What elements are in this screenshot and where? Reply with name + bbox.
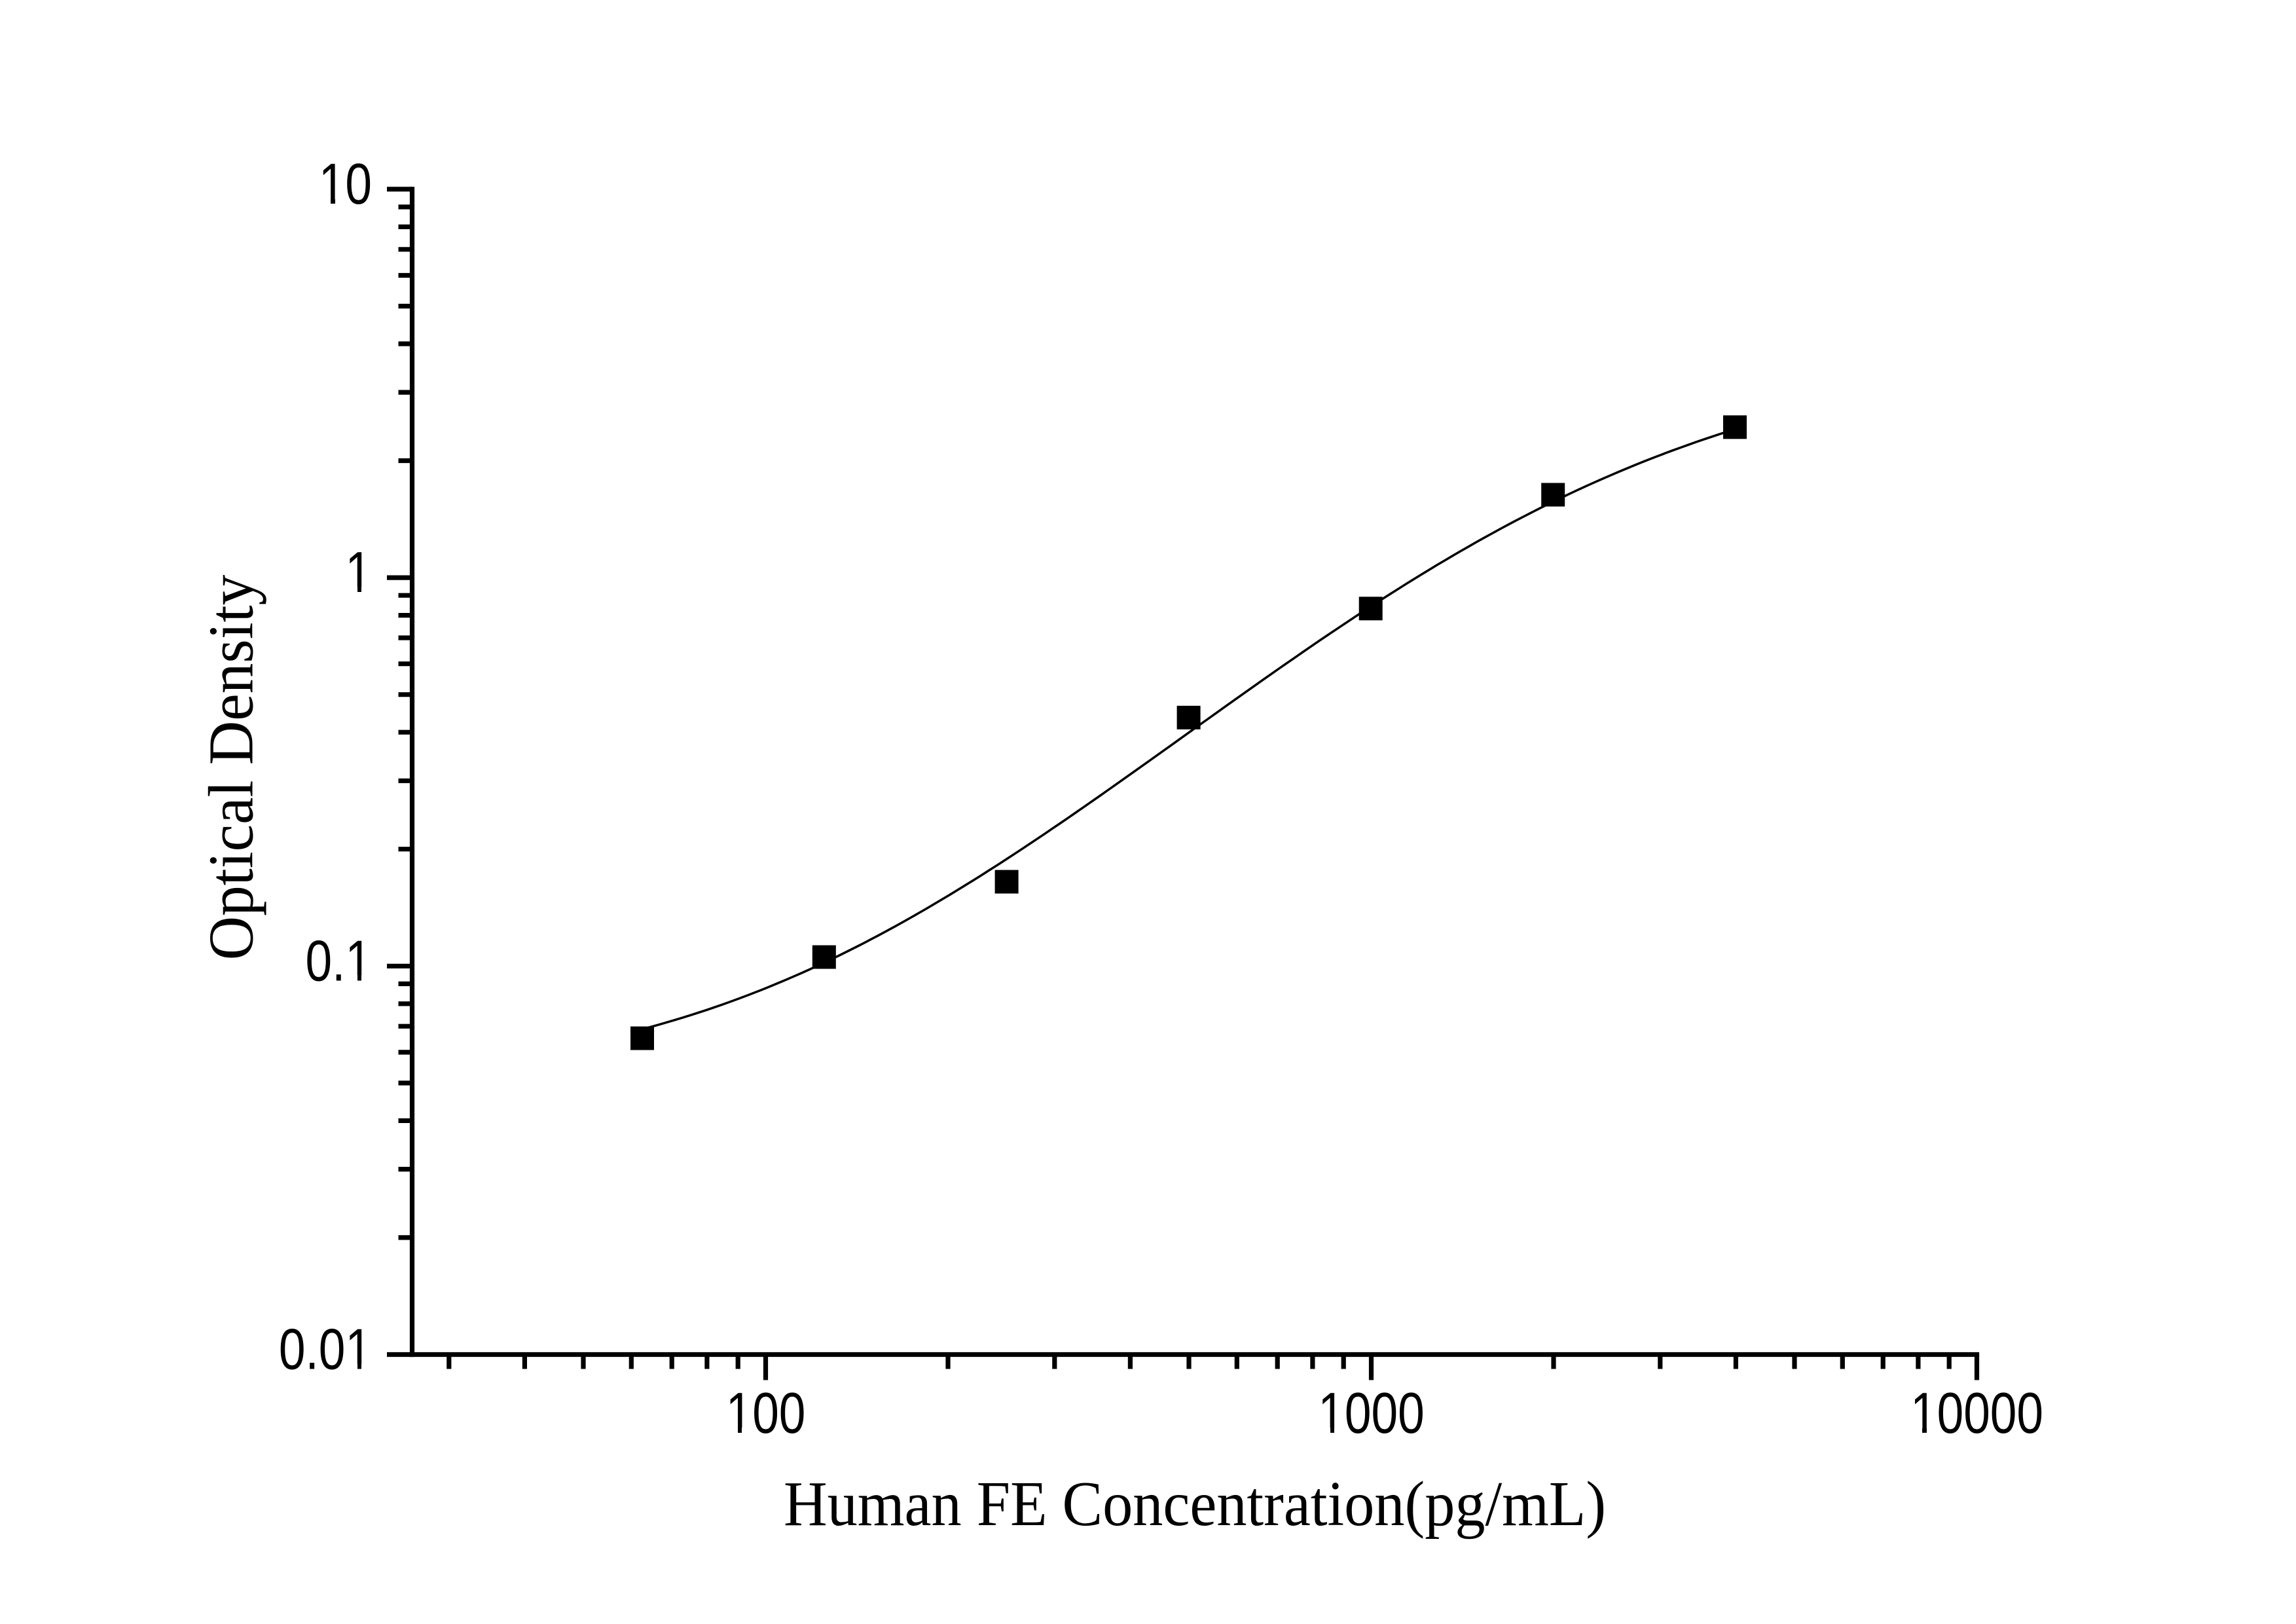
svg-text:0.01: 0.01 bbox=[279, 1318, 372, 1382]
svg-text:0.1: 0.1 bbox=[305, 929, 372, 993]
svg-text:10000: 10000 bbox=[1910, 1382, 2043, 1446]
svg-text:Human FE Concentration(pg/mL): Human FE Concentration(pg/mL) bbox=[784, 1468, 1606, 1540]
svg-text:1: 1 bbox=[345, 541, 372, 605]
svg-text:1000: 1000 bbox=[1318, 1382, 1424, 1446]
svg-text:100: 100 bbox=[726, 1382, 806, 1446]
svg-text:10: 10 bbox=[319, 153, 372, 217]
svg-text:Optical Density: Optical Density bbox=[195, 574, 266, 960]
